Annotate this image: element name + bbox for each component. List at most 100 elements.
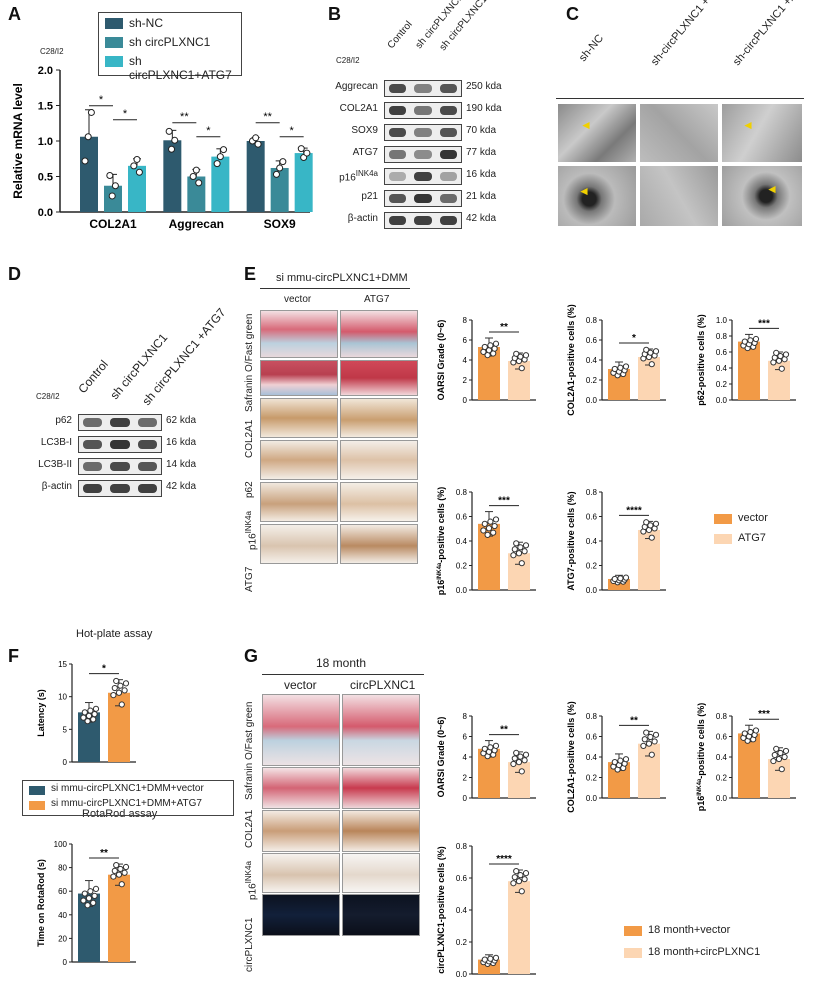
f1-ylabel: Latency (s): [36, 689, 46, 737]
chart-f-rotarod: 0 20 40 60 80 100 Time on RotaRod (s) **: [36, 840, 136, 967]
a-bar: [246, 141, 265, 212]
e-image: [340, 310, 418, 358]
f2-point: [80, 897, 87, 904]
g3-point: [770, 757, 777, 765]
wb-b-row-label: COL2A1: [339, 103, 378, 114]
g-header: 18 month: [316, 656, 367, 670]
chart-f-hotplate: 0 5 10 15 Latency (s) *: [36, 660, 136, 767]
g4-point: [517, 872, 524, 879]
wb-b-band: [414, 150, 432, 159]
g-image: [262, 853, 340, 893]
g3-ytick-label: 0.6: [716, 733, 728, 742]
g3-point: [752, 727, 760, 734]
wb-d-band: [83, 440, 103, 449]
wb-b-band: [389, 84, 407, 93]
e4-point: [487, 518, 494, 525]
g-image: [342, 894, 420, 936]
e3-point: [747, 337, 754, 344]
legend-swatch-f2: [29, 801, 45, 810]
a-bar: [211, 156, 230, 212]
e-image: [340, 398, 418, 438]
a-point: [252, 134, 260, 142]
wb-b-row-label: p16INK4a: [339, 169, 378, 184]
wb-d-row-label: LC3B-II: [38, 459, 72, 470]
e5-point: [652, 520, 660, 527]
e3-point: [778, 365, 785, 372]
em-image-5: [640, 166, 718, 226]
g-image: [342, 810, 420, 852]
g3-point: [781, 753, 788, 761]
wb-b-lane-row: [384, 190, 462, 207]
cellline-label-d: C28/I2: [36, 392, 60, 401]
e-image: [340, 524, 418, 564]
e-image: [260, 440, 338, 480]
g-image: [262, 694, 340, 766]
a-ytick-label: 0.5: [38, 172, 53, 184]
wb-b-kda-label: 250 kda: [466, 81, 502, 92]
g3-point: [778, 766, 785, 773]
e5-point: [622, 574, 630, 581]
g1-point: [511, 755, 518, 762]
e4-point: [481, 520, 488, 527]
a-sig-label: *: [290, 125, 295, 137]
e-image: [260, 310, 338, 358]
g2-point: [647, 733, 654, 741]
g4-point: [481, 956, 488, 963]
g4-ylabel: circPLXNC1-positive cells (%): [436, 846, 446, 974]
e4-point: [515, 550, 523, 557]
e5-ytick-label: 0.0: [586, 586, 598, 595]
a-sig-label: *: [99, 94, 104, 106]
f1-point: [122, 680, 130, 687]
g3-ytick-label: 0.4: [716, 753, 728, 762]
e-header: si mmu-circPLXNC1+DMM: [276, 272, 408, 284]
a-point: [106, 172, 114, 180]
a-point: [165, 127, 173, 135]
f2-point: [87, 888, 94, 895]
e4-point: [492, 516, 500, 523]
wb-b-lane-row: [384, 80, 462, 97]
e3-ytick-label: 0.2: [716, 380, 728, 389]
a-point: [192, 166, 200, 174]
g3-point: [747, 728, 754, 736]
g2-point: [643, 729, 650, 736]
em-arrow-icon-1: ◄: [580, 118, 592, 132]
e1-ytick-label: 0: [463, 396, 468, 405]
e4-ytick-label: 0.4: [456, 537, 468, 546]
wb-b-kda-label: 21 kda: [466, 191, 497, 202]
legend-swatch-f1: [29, 786, 45, 795]
e-col-atg7: ATG7: [364, 294, 390, 305]
f1-point: [92, 705, 100, 712]
wb-b-lane-row: [384, 212, 462, 229]
e1-ytick-label: 6: [463, 336, 468, 345]
g2-point: [640, 742, 647, 749]
f2-bar: [108, 874, 130, 962]
e1-point: [481, 343, 488, 351]
e4-ytick-label: 0.0: [456, 586, 468, 595]
a-point: [272, 170, 280, 178]
e-row-atg7: ATG7: [244, 566, 255, 592]
a-point: [87, 108, 95, 116]
a-ytick-label: 0.0: [38, 207, 53, 219]
a-point: [213, 160, 221, 168]
e-image: [260, 398, 338, 438]
g1-ylabel: OARSI Grade (0~6): [436, 717, 446, 798]
e4-ytick-label: 0.8: [456, 488, 468, 497]
wb-b-band: [439, 84, 457, 93]
g3-point: [782, 747, 790, 755]
a-xtick-label: SOX9: [264, 217, 296, 231]
g1-ytick-label: 2: [463, 774, 468, 783]
em-image-3: [722, 104, 802, 162]
a-bar: [270, 167, 289, 212]
e3-ytick-label: 0.8: [716, 332, 728, 341]
e4-ytick-label: 0.2: [456, 562, 468, 571]
f2-ytick-label: 100: [54, 840, 68, 849]
wb-b-kda-label: 70 kda: [466, 125, 497, 136]
g1-point: [487, 744, 494, 751]
wb-b-band: [389, 172, 407, 181]
wb-d-band: [110, 440, 130, 449]
e4-point: [517, 544, 524, 551]
g-col-vector: vector: [284, 678, 317, 692]
f1-ytick-label: 10: [58, 693, 67, 702]
a-ytick-label: 1.0: [38, 136, 53, 148]
em-col-shnc: sh-NC: [576, 32, 607, 64]
